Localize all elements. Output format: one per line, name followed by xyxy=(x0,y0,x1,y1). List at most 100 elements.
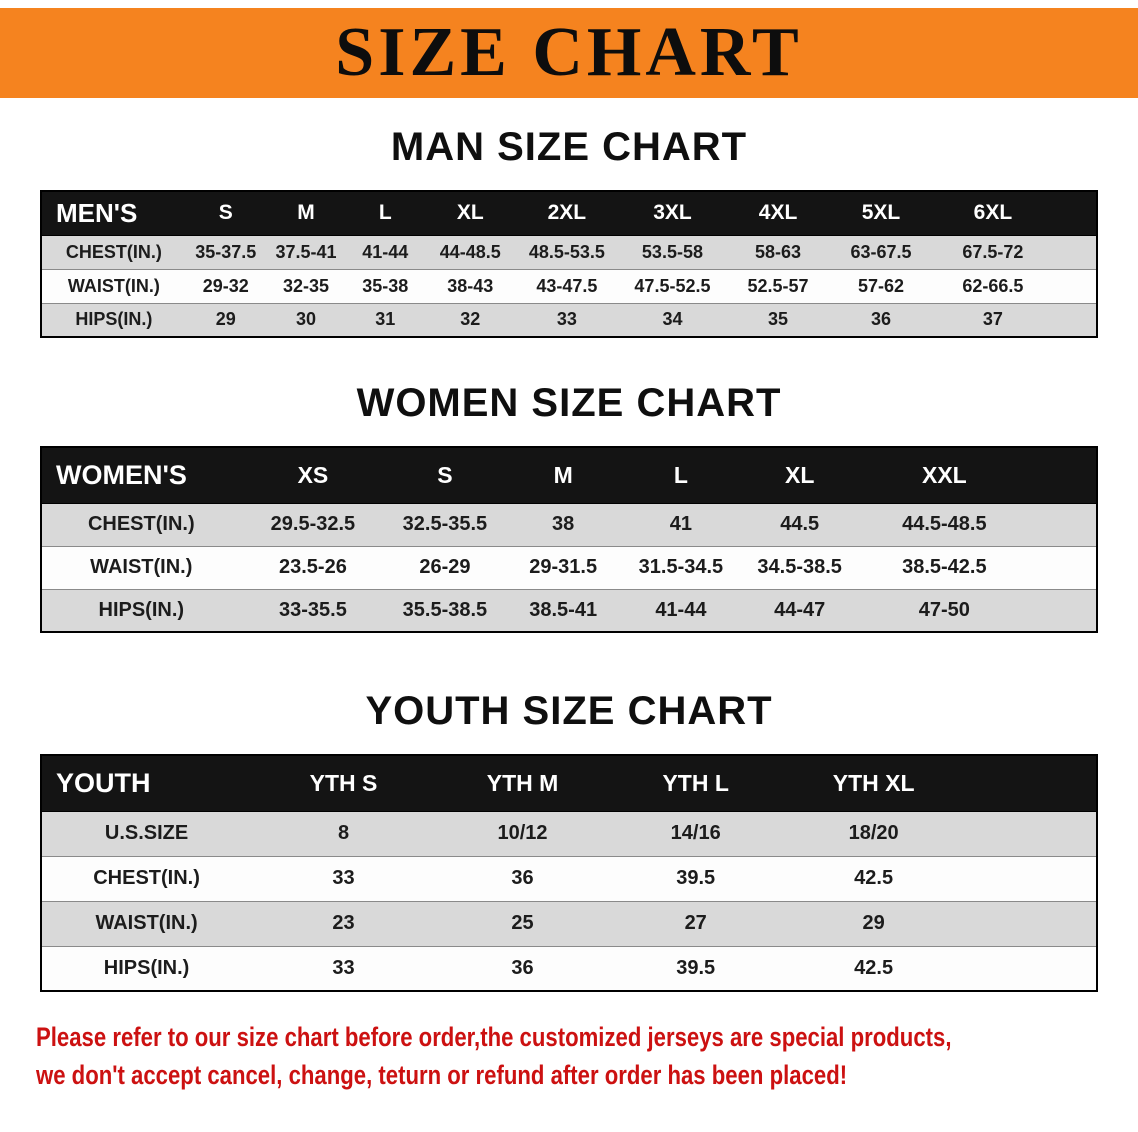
value-cell: 34 xyxy=(662,309,683,330)
value-cell: 35.5-38.5 xyxy=(402,598,488,621)
size-header-cell: YTH L xyxy=(609,755,783,811)
value-cell: 47-50 xyxy=(918,598,970,621)
value-cell: 29-32 xyxy=(202,275,249,296)
value-cell: 62-66.5 xyxy=(962,275,1024,296)
value-cell: 58-63 xyxy=(755,241,802,262)
value-cell: 26-29 xyxy=(419,556,471,578)
men-section-heading: MAN SIZE CHART xyxy=(390,125,748,169)
value-cell: 37.5-41 xyxy=(275,241,337,262)
value-cell: 29.5-32.5 xyxy=(270,513,356,535)
value-cell: 18/20 xyxy=(848,822,899,844)
spacer-cell xyxy=(1029,447,1097,503)
value-cell: 63-67.5 xyxy=(850,241,912,262)
table-row: CHEST(IN.) 33 36 39.5 42.5 xyxy=(41,856,1097,901)
value-cell: 36 xyxy=(511,867,534,889)
table-row: U.S.SIZE 8 10/12 14/16 18/20 xyxy=(41,811,1097,856)
value-cell: 44.5-48.5 xyxy=(902,513,987,535)
value-cell: 35 xyxy=(768,309,789,330)
size-header-cell: L xyxy=(621,447,741,503)
spacer-cell xyxy=(965,901,1097,946)
section-women: WOMEN SIZE CHART WOMEN'S XS S M L XL XXL CHEST(… xyxy=(0,380,1138,633)
banner: SIZE CHART xyxy=(0,8,1138,98)
value-cell: 25 xyxy=(511,912,534,934)
spacer-cell xyxy=(965,811,1097,856)
table-header-row: MEN'S S M L XL 2XL 3XL 4XL 5XL 6XL xyxy=(41,191,1097,235)
value-cell: 36 xyxy=(511,956,534,979)
value-cell: 33 xyxy=(556,309,577,330)
spacer-cell xyxy=(1029,589,1097,632)
value-cell: 10/12 xyxy=(497,822,548,844)
value-cell: 44-48.5 xyxy=(439,241,501,262)
table-row: HIPS(IN.) 29 30 31 32 33 34 35 36 37 xyxy=(41,303,1097,337)
value-cell: 38-43 xyxy=(447,275,494,296)
spacer-cell xyxy=(965,946,1097,991)
size-header-cell: 4XL xyxy=(727,191,829,235)
table-row: CHEST(IN.) 29.5-32.5 32.5-35.5 38 41 44.5 44.5… xyxy=(41,503,1097,546)
value-cell: 31 xyxy=(375,309,396,330)
table-row: WAIST(IN.) 29-32 32-35 35-38 38-43 43-47.5 47.… xyxy=(41,269,1097,303)
youth-size-table: YOUTH YTH S YTH M YTH L YTH XL U.S.SIZE 8 10/12… xyxy=(40,754,1098,992)
table-row: WAIST(IN.) 23.5-26 26-29 29-31.5 31.5-34.5 34… xyxy=(41,546,1097,589)
table-row: HIPS(IN.) 33 36 39.5 42.5 xyxy=(41,946,1097,991)
value-cell: 67.5-72 xyxy=(962,241,1024,262)
size-header-cell: XS xyxy=(240,447,386,503)
spacer-cell xyxy=(1029,503,1097,546)
row-label: WAIST(IN.) xyxy=(95,912,198,934)
value-cell: 39.5 xyxy=(676,956,716,979)
value-cell: 52.5-57 xyxy=(747,275,809,296)
value-cell: 35-38 xyxy=(362,275,409,296)
value-cell: 41-44 xyxy=(655,598,707,621)
table-title-cell: WOMEN'S xyxy=(41,447,241,503)
value-cell: 33 xyxy=(332,867,355,889)
women-size-table: WOMEN'S XS S M L XL XXL CHEST(IN.) 29.5-32.5 32.5… xyxy=(40,446,1098,633)
value-cell: 23.5-26 xyxy=(278,556,347,578)
value-cell: 41 xyxy=(669,513,693,535)
value-cell: 37 xyxy=(982,309,1003,330)
row-label: HIPS(IN.) xyxy=(98,598,185,621)
value-cell: 47.5-52.5 xyxy=(634,275,711,296)
size-header-cell: S xyxy=(385,447,505,503)
size-header-cell: XL xyxy=(740,447,860,503)
value-cell: 23 xyxy=(332,912,355,934)
value-cell: 41-44 xyxy=(362,241,409,262)
value-cell: 43-47.5 xyxy=(536,275,598,296)
value-cell: 32.5-35.5 xyxy=(402,513,488,535)
disclaimer: Please refer to our size chart before or… xyxy=(0,1018,1138,1094)
size-header-cell: XL xyxy=(424,191,517,235)
value-cell: 14/16 xyxy=(670,822,721,844)
table-row: WAIST(IN.) 23 25 27 29 xyxy=(41,901,1097,946)
value-cell: 44.5 xyxy=(780,513,820,535)
row-label: HIPS(IN.) xyxy=(103,956,190,979)
section-youth: YOUTH SIZE CHART YOUTH YTH S YTH M YTH L YTH… xyxy=(0,688,1138,992)
size-header-cell: 3XL xyxy=(617,191,728,235)
spacer-cell xyxy=(1052,191,1097,235)
spacer-cell xyxy=(1029,546,1097,589)
value-cell: 34.5-38.5 xyxy=(757,556,842,578)
row-label: WAIST(IN.) xyxy=(90,556,193,578)
value-cell: 30 xyxy=(296,309,317,330)
spacer-cell xyxy=(1053,235,1097,269)
size-header-cell: YTH XL xyxy=(782,755,965,811)
section-men: MAN SIZE CHART MEN'S S M L XL 2XL 3XL 4XL 5XL 6XL… xyxy=(0,124,1138,338)
size-header-cell: 6XL xyxy=(933,191,1053,235)
value-cell: 57-62 xyxy=(857,275,905,296)
value-cell: 32-35 xyxy=(283,275,330,296)
spacer-cell xyxy=(964,755,1097,811)
value-cell: 38 xyxy=(552,513,575,535)
value-cell: 42.5 xyxy=(854,867,894,889)
banner-title: SIZE CHART xyxy=(335,14,803,91)
value-cell: 33 xyxy=(332,956,355,979)
value-cell: 42.5 xyxy=(854,956,894,979)
row-label: CHEST(IN.) xyxy=(93,867,200,889)
spacer-cell xyxy=(1053,303,1097,337)
value-cell: 44-47 xyxy=(774,598,826,621)
value-cell: 29-31.5 xyxy=(529,556,598,578)
size-header-cell: 5XL xyxy=(828,191,934,235)
size-header-cell: M xyxy=(504,447,622,503)
women-section-heading: WOMEN SIZE CHART xyxy=(356,381,782,425)
disclaimer-line-1: Please refer to our size chart before or… xyxy=(36,1022,952,1052)
size-header-cell: S xyxy=(185,191,266,235)
table-title-cell: YOUTH xyxy=(41,755,252,811)
disclaimer-line-2: we don't accept cancel, change, teturn o… xyxy=(36,1060,848,1090)
